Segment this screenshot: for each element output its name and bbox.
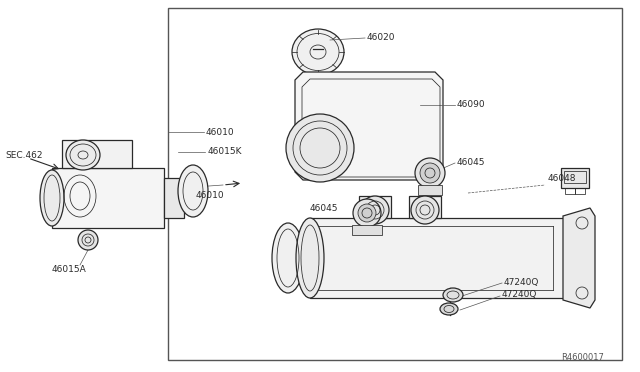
Text: 46010: 46010 [196, 190, 225, 199]
Ellipse shape [40, 170, 64, 226]
Ellipse shape [353, 199, 381, 227]
Ellipse shape [66, 140, 100, 170]
Ellipse shape [411, 196, 439, 224]
Ellipse shape [78, 230, 98, 250]
Ellipse shape [440, 303, 458, 315]
Polygon shape [295, 72, 443, 180]
Text: 46015A: 46015A [52, 266, 87, 275]
Text: 46015K: 46015K [208, 147, 243, 155]
Polygon shape [52, 168, 164, 228]
Text: 46090: 46090 [457, 99, 486, 109]
Bar [168, 8, 622, 360]
Text: 46020: 46020 [367, 32, 396, 42]
Bar [164, 178, 184, 218]
Text: 46048: 46048 [548, 173, 577, 183]
Ellipse shape [178, 165, 208, 217]
Text: 46010: 46010 [206, 128, 235, 137]
Bar [565, 188, 575, 194]
Ellipse shape [420, 163, 440, 183]
Bar [352, 225, 382, 235]
Text: 46045: 46045 [310, 203, 339, 212]
Ellipse shape [358, 204, 376, 222]
Bar [575, 188, 585, 194]
Bar [62, 140, 132, 168]
Text: SEC.462: SEC.462 [5, 151, 42, 160]
Ellipse shape [272, 223, 304, 293]
Text: 47240Q: 47240Q [502, 291, 538, 299]
Bar [409, 196, 441, 218]
Ellipse shape [443, 288, 463, 302]
Polygon shape [563, 208, 595, 308]
Ellipse shape [292, 29, 344, 75]
Bar [561, 168, 589, 188]
Ellipse shape [296, 218, 324, 298]
Polygon shape [310, 218, 568, 298]
Bar [564, 171, 586, 183]
Ellipse shape [361, 196, 389, 224]
Bar [418, 185, 442, 195]
Ellipse shape [415, 158, 445, 188]
Text: 46045: 46045 [457, 157, 486, 167]
Text: 47240Q: 47240Q [504, 278, 540, 286]
Text: R4600017: R4600017 [561, 353, 604, 362]
Ellipse shape [286, 114, 354, 182]
Bar [359, 196, 391, 218]
